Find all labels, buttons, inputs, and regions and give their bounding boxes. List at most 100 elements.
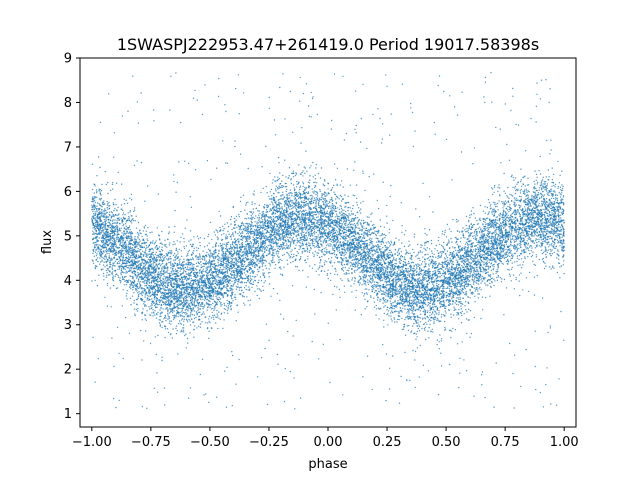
data-point [434,318,436,320]
data-point [137,307,139,310]
data-point [214,275,216,277]
data-point [283,201,286,203]
data-point [466,269,468,271]
data-point [238,113,240,115]
data-point [193,321,195,323]
data-point [213,258,215,260]
data-point [402,328,405,330]
data-point [322,235,324,238]
data-point [161,256,164,258]
data-point [464,305,466,307]
data-point [519,192,522,194]
data-point [158,301,161,304]
data-point [496,279,499,282]
data-point [177,353,179,355]
data-point [562,264,565,266]
data-point [281,186,283,189]
data-point [477,247,479,249]
data-point [448,287,450,290]
data-point [109,287,112,289]
data-point [424,311,427,313]
data-point [256,294,258,297]
data-point [155,240,157,242]
data-point [390,184,392,187]
data-point [256,261,258,263]
data-point [373,285,375,288]
data-point [463,359,465,361]
data-point [254,254,256,257]
data-point [307,181,310,183]
data-point [377,207,380,210]
data-point [406,325,408,327]
data-point [186,277,189,280]
data-point [455,218,458,221]
data-point [311,267,314,269]
data-point [129,267,131,270]
data-point [292,170,294,172]
data-point [364,276,366,278]
data-point [335,229,337,232]
data-point [208,284,210,287]
data-point [425,321,427,324]
data-point [420,263,423,265]
data-point [271,247,273,249]
data-point [490,263,492,265]
data-point [503,278,506,281]
data-point [557,234,559,236]
data-point [558,206,560,209]
data-point [421,273,423,275]
data-point [319,232,321,235]
data-point [383,306,385,308]
data-point [474,217,477,219]
data-point [244,254,246,256]
data-point [439,298,442,300]
data-point [342,270,345,272]
data-point [225,251,227,253]
data-point [507,205,509,208]
data-point [344,266,346,269]
data-point [348,220,350,222]
data-point [368,263,371,265]
data-point [270,216,272,218]
data-point [397,277,400,279]
data-point [357,237,360,239]
data-point [553,267,555,269]
data-point [496,222,499,225]
data-point [174,256,176,258]
data-point [129,286,131,288]
data-point [249,277,252,279]
data-point [314,250,317,253]
data-point [426,258,428,260]
data-point [216,255,219,257]
data-point [268,262,270,264]
data-point [197,261,199,263]
data-point [385,399,387,402]
data-point [509,255,511,258]
data-point [124,240,127,242]
data-point [161,230,163,233]
data-point [368,255,370,258]
data-point [105,276,108,278]
data-point [510,175,513,178]
data-point [441,313,443,316]
data-point [553,197,555,200]
data-point [183,293,185,295]
data-point [310,116,312,118]
data-point [418,277,421,279]
data-point [370,213,372,216]
data-point [295,201,297,203]
data-point [93,218,95,220]
data-point [157,193,160,195]
data-point [239,233,242,235]
data-point [559,214,562,216]
data-point [137,237,139,239]
data-point [546,208,548,211]
data-point [338,211,341,213]
data-point [322,214,325,216]
data-point [531,254,534,257]
data-point [551,221,554,223]
data-point [547,194,549,196]
data-point [119,242,122,244]
data-point [403,292,405,294]
data-point [105,269,108,272]
